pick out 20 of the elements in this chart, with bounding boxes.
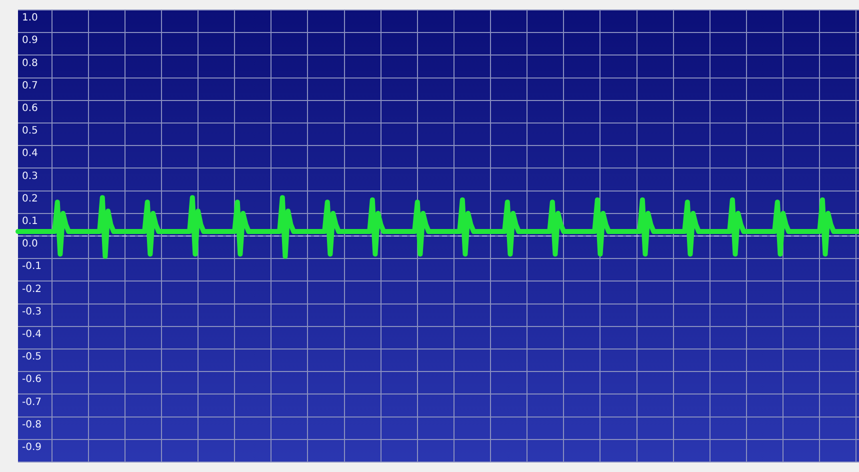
y-tick-label: -0.7 — [22, 396, 42, 408]
y-tick-label: 0.5 — [22, 126, 38, 137]
y-tick-label: -0.1 — [22, 261, 42, 272]
y-tick-label: 0.6 — [22, 102, 38, 114]
y-tick-label: -0.3 — [22, 306, 42, 318]
y-tick-label: -0.5 — [22, 352, 42, 363]
y-tick-label: 0.1 — [22, 216, 38, 227]
y-tick-label: 0.8 — [22, 58, 38, 69]
y-tick-label: -0.6 — [22, 374, 42, 386]
y-tick-label: -0.9 — [22, 442, 42, 453]
y-tick-label: -0.4 — [22, 328, 42, 340]
y-tick-label: 0.4 — [22, 148, 38, 160]
y-tick-label: 0.3 — [22, 170, 38, 182]
y-tick-label: -0.2 — [22, 284, 42, 295]
y-tick-label: 0.9 — [22, 35, 38, 46]
y-tick-label: -0.8 — [22, 419, 42, 430]
y-tick-label: 0.0 — [22, 238, 38, 250]
y-tick-label: 0.2 — [22, 193, 38, 204]
y-tick-label: 0.7 — [22, 80, 38, 92]
y-tick-label: 1.0 — [22, 12, 38, 24]
